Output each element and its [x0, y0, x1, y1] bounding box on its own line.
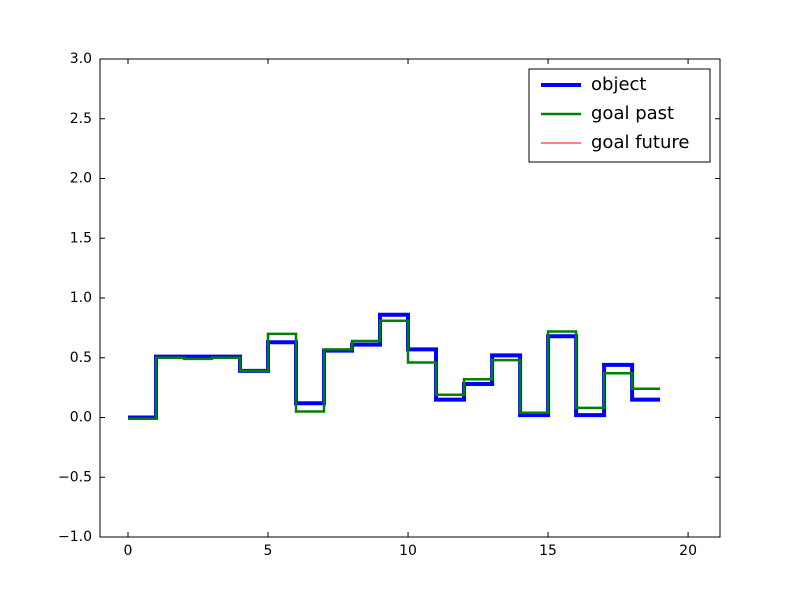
y-tick-label: 1.0 — [70, 290, 92, 306]
x-tick-label: 15 — [539, 543, 557, 559]
legend-label: goal past — [591, 103, 674, 124]
y-tick-label: 0.0 — [70, 410, 92, 426]
x-tick-label: 10 — [399, 543, 417, 559]
y-tick-label: −0.5 — [58, 469, 92, 485]
y-tick-label: 2.5 — [70, 111, 92, 127]
y-tick-label: 0.5 — [70, 350, 92, 366]
x-tick-label: 20 — [679, 543, 697, 559]
y-tick-label: 1.5 — [70, 230, 92, 246]
legend-label: object — [591, 74, 646, 95]
x-tick-label: 5 — [264, 543, 273, 559]
y-tick-label: 2.0 — [70, 171, 92, 187]
step-line — [128, 319, 661, 420]
x-tick-label: 0 — [124, 543, 133, 559]
y-tick-label: −1.0 — [58, 529, 92, 545]
legend-label: goal future — [591, 132, 689, 153]
plot-frame — [99, 58, 721, 538]
y-tick-label: 3.0 — [70, 51, 92, 67]
